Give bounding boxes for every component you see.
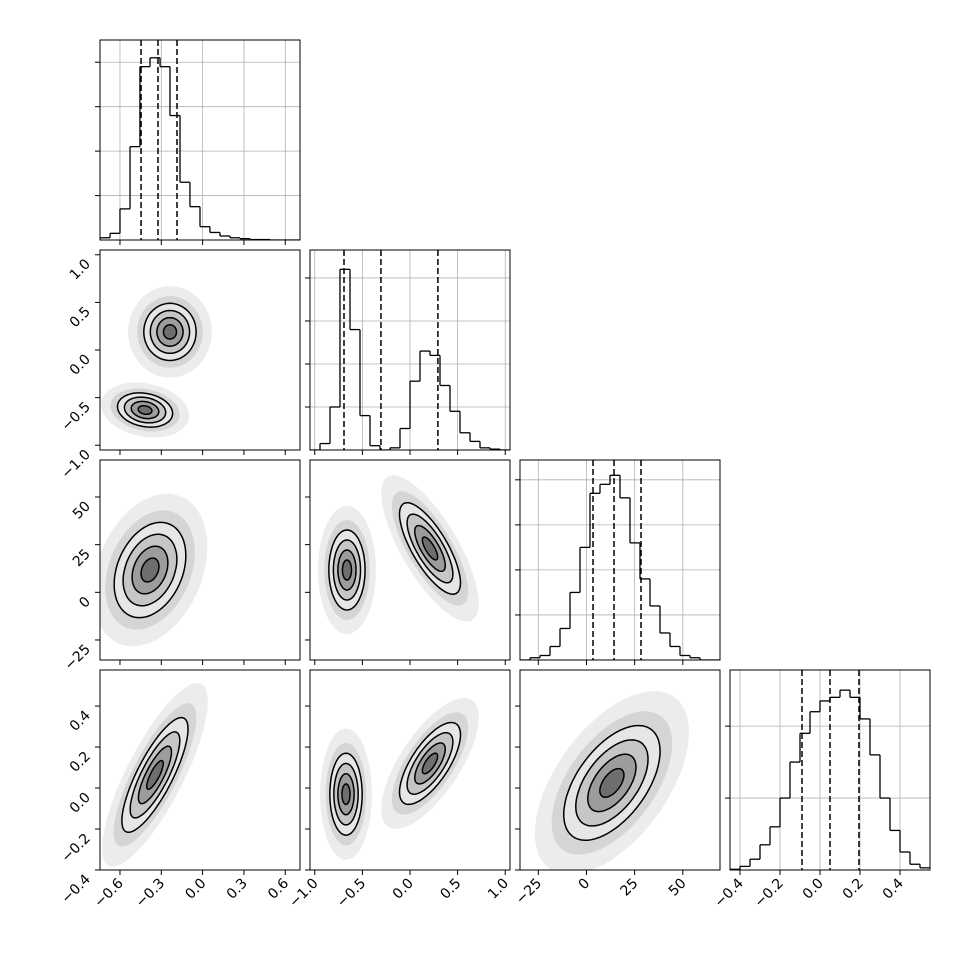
plot-area [101,286,212,438]
contour [140,557,160,583]
plot-area [520,460,720,660]
contour [421,752,439,775]
plot-area [534,691,689,870]
panel [305,459,511,665]
plot-area [310,250,510,450]
contour [421,536,439,561]
contour [162,324,178,340]
contour [145,759,164,791]
plot-area [320,697,479,860]
panel-frame [519,669,721,871]
plot-area [318,475,479,635]
panel-frame [99,39,301,241]
panel [305,249,511,455]
panel-frame [519,459,721,661]
contour [341,783,351,806]
panel: −1.0−0.50.00.51.0 [58,249,301,482]
panel-frame [99,669,301,871]
panel [515,459,721,665]
plot-area [730,670,930,870]
panel-frame [729,669,931,871]
panel [95,39,301,245]
contour [137,404,153,416]
plot-area [100,493,208,647]
plot-area [100,40,300,240]
contour [599,767,625,798]
contour [341,559,353,581]
panel-frame [99,459,301,661]
plot-area [102,683,208,867]
